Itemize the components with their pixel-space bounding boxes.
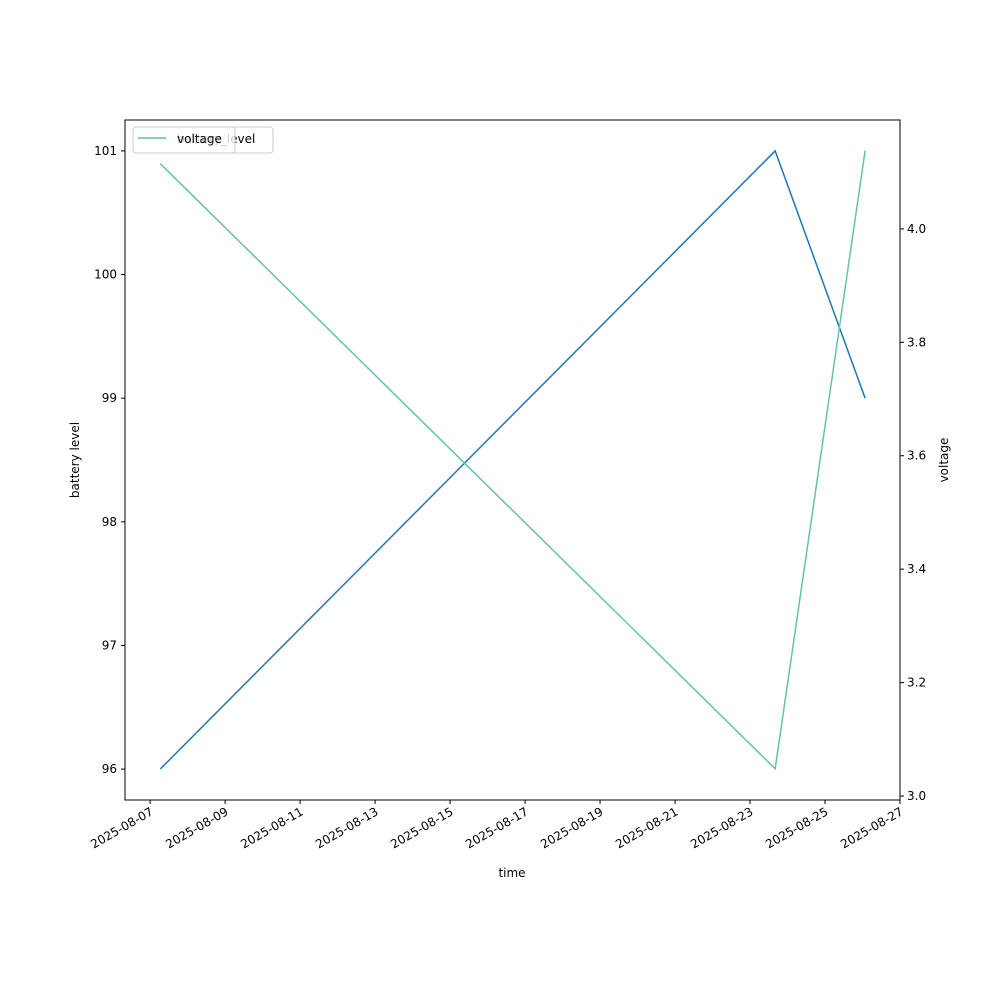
- y-axis-label: battery level: [68, 422, 82, 498]
- y2-tick-label: 3.0: [907, 789, 926, 803]
- legend-label: voltage: [177, 132, 222, 146]
- y2-tick-label: 3.4: [907, 562, 926, 576]
- y2-tick-label: 3.2: [907, 676, 926, 690]
- legend-box: [132, 126, 236, 154]
- y-tick-label: 99: [102, 391, 117, 405]
- x-axis-label: time: [498, 866, 525, 880]
- data-line: [159, 150, 866, 771]
- data-line: [159, 149, 866, 770]
- y-tick-label: 96: [102, 762, 117, 776]
- y-tick-label: 97: [102, 638, 117, 652]
- y-tick-label: 101: [94, 144, 117, 158]
- y-tick-label: 98: [102, 515, 117, 529]
- y2-tick-label: 3.6: [907, 449, 926, 463]
- y-tick-label: 100: [94, 268, 117, 282]
- y2-tick-label: 4.0: [907, 222, 926, 236]
- y2-tick-label: 3.8: [907, 335, 926, 349]
- plot-frame: [124, 119, 901, 801]
- y2-axis-label: voltage: [937, 438, 951, 483]
